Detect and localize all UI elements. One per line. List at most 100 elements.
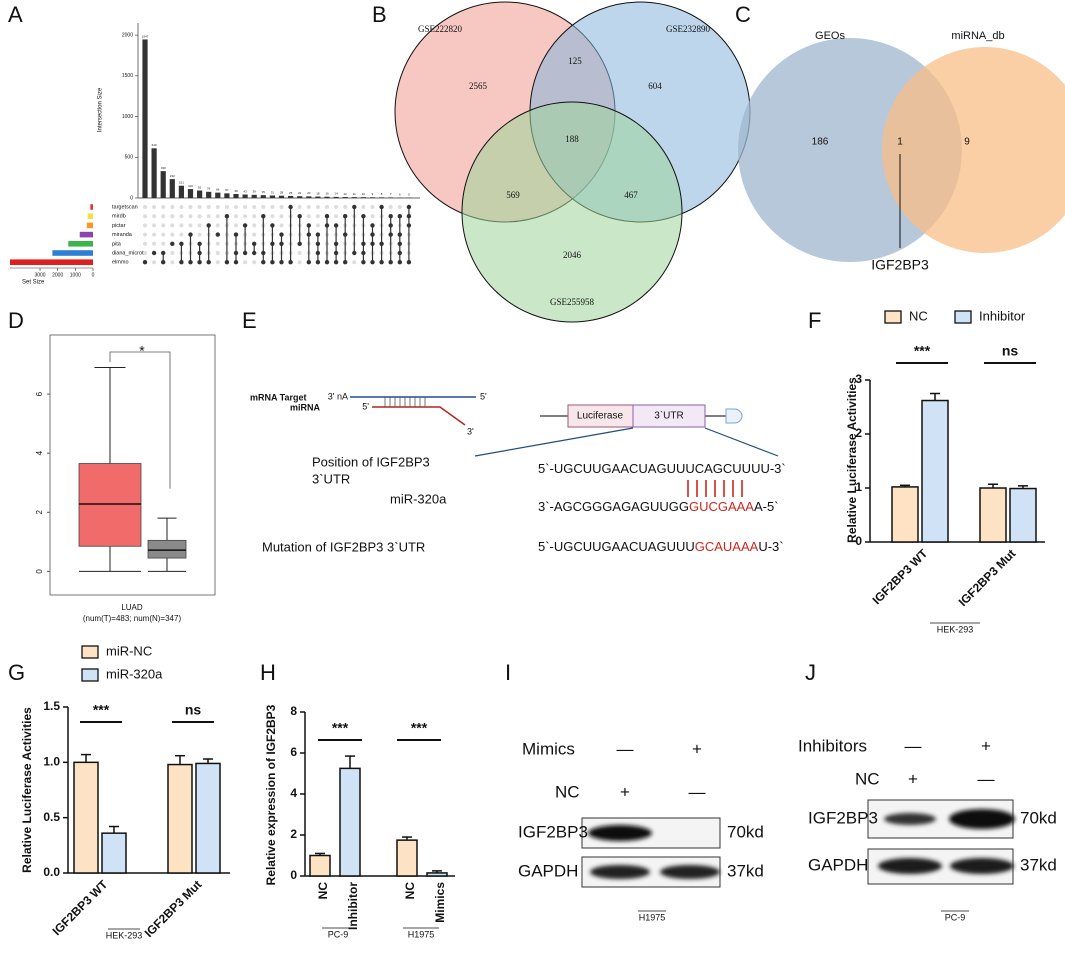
matrix-dot-empty bbox=[279, 223, 284, 228]
matrix-dot-empty bbox=[297, 205, 302, 209]
set-name: elmmo bbox=[112, 260, 129, 266]
matrix-dot-empty bbox=[343, 205, 348, 209]
bar-value-label: 14 bbox=[334, 192, 338, 196]
matrix-dot-empty bbox=[206, 205, 211, 209]
matrix-dot bbox=[206, 260, 211, 265]
panel-label: A bbox=[8, 2, 23, 27]
panel-label: D bbox=[8, 308, 24, 333]
construct-art bbox=[474, 404, 779, 497]
venn-count: 2565 bbox=[469, 81, 488, 91]
matrix-dot-empty bbox=[315, 214, 320, 219]
panel-label: E bbox=[242, 308, 257, 333]
duplex-art bbox=[350, 396, 476, 426]
panel-label: H bbox=[260, 660, 276, 685]
subtitle: (num(T)=483; num(N)=347) bbox=[83, 614, 182, 623]
y-tick-label: 2 bbox=[35, 509, 44, 514]
matrix-dot-empty bbox=[170, 260, 175, 265]
strand-end: 5' bbox=[362, 401, 369, 411]
matrix-dot-empty bbox=[215, 205, 220, 209]
matrix-dot bbox=[279, 241, 284, 246]
sequence-part: 5`-UGCUUGAACUAGUUUCAGCUUUU-3` bbox=[538, 461, 786, 476]
matrix-dot bbox=[388, 223, 393, 228]
matrix-dot-empty bbox=[234, 223, 238, 228]
x-tick-label: NC bbox=[403, 882, 417, 900]
bar-value-label: 6 bbox=[399, 192, 401, 196]
matrix-dot bbox=[288, 260, 293, 265]
y-tick-label: 6 bbox=[290, 745, 297, 759]
matrix-dot-empty bbox=[170, 214, 175, 219]
matrix-dot bbox=[343, 214, 348, 219]
legend-swatch bbox=[884, 310, 902, 324]
matrix-dot bbox=[324, 260, 330, 265]
intersection-bar bbox=[360, 197, 366, 198]
legend-label: NC bbox=[909, 308, 928, 323]
intersection-bar bbox=[333, 196, 339, 198]
matrix-dot bbox=[324, 223, 330, 228]
matrix-dot-empty bbox=[170, 223, 175, 228]
matrix-dot bbox=[261, 250, 266, 256]
intersection-bar bbox=[297, 196, 303, 198]
matrix-dot-empty bbox=[197, 205, 202, 209]
matrix-dot bbox=[333, 250, 339, 256]
treatment-sign: + bbox=[908, 769, 918, 788]
band-name: IGF2BP3 bbox=[808, 808, 878, 827]
matrix-dot-empty bbox=[152, 241, 157, 246]
matrix-dot-empty bbox=[143, 232, 147, 237]
treatment-label: Mimics bbox=[522, 739, 575, 758]
matrix-dot bbox=[188, 232, 193, 237]
bar-value-label: 35 bbox=[262, 190, 266, 194]
intersection-bar bbox=[206, 191, 212, 198]
matrix-dot-empty bbox=[397, 205, 402, 209]
matrix-dot bbox=[315, 241, 321, 246]
set-name: diana_microt bbox=[112, 250, 144, 256]
matrix-dot bbox=[352, 250, 357, 256]
significance-label: ns bbox=[1002, 343, 1019, 359]
bar bbox=[426, 872, 448, 877]
matrix-dot bbox=[297, 241, 302, 246]
y-tick-label: 0.0 bbox=[43, 865, 60, 879]
intersection-bar bbox=[197, 190, 203, 198]
x-tick-label: 0 bbox=[92, 272, 95, 278]
matrix-dot bbox=[261, 214, 266, 219]
venn-count: 186 bbox=[812, 137, 829, 148]
significance-label: *** bbox=[93, 702, 110, 718]
matrix-dot bbox=[142, 260, 148, 265]
matrix-dot bbox=[188, 260, 193, 265]
treatment-sign: + bbox=[981, 736, 991, 755]
y-tick-label: 0.5 bbox=[43, 810, 60, 824]
matrix-dot-empty bbox=[352, 260, 357, 265]
panel-label: I bbox=[505, 660, 511, 685]
matrix-dot bbox=[370, 232, 375, 237]
significance-bracket bbox=[109, 351, 171, 489]
matrix-dot-empty bbox=[161, 205, 166, 209]
treatment-label: NC bbox=[555, 782, 580, 801]
matrix-dot bbox=[233, 232, 239, 237]
legend-swatch bbox=[81, 645, 99, 659]
y-tick-label: 1.5 bbox=[43, 699, 60, 713]
matrix-dot-empty bbox=[170, 205, 175, 209]
set-name: miranda bbox=[112, 232, 133, 238]
venn-set-label: GSE222820 bbox=[418, 24, 463, 34]
matrix-dot-empty bbox=[252, 205, 257, 209]
venn-set-label: GSE232890 bbox=[666, 24, 711, 34]
matrix-dot bbox=[306, 232, 311, 237]
matrix-dot bbox=[288, 204, 293, 210]
set-size-bar bbox=[10, 259, 93, 265]
venn-count: 467 bbox=[624, 190, 638, 200]
matrix-dot-empty bbox=[315, 205, 320, 209]
treatment-sign: — bbox=[617, 739, 634, 758]
blot-i bbox=[581, 817, 721, 888]
box bbox=[78, 463, 142, 547]
venn-set bbox=[461, 101, 683, 323]
matrix-dot-empty bbox=[270, 205, 275, 209]
bar-value-label: 7 bbox=[390, 192, 392, 196]
significance-label: ns bbox=[185, 702, 202, 718]
matrix-dot bbox=[224, 260, 230, 265]
matrix-dot bbox=[233, 260, 239, 265]
bar-value-label: 76 bbox=[207, 187, 211, 191]
matrix-dot-empty bbox=[179, 205, 184, 209]
matrix-dot-empty bbox=[197, 214, 202, 219]
matrix-dot bbox=[388, 260, 393, 265]
intersection-bar bbox=[388, 197, 394, 198]
venn-set-label: GEOs bbox=[815, 30, 845, 42]
